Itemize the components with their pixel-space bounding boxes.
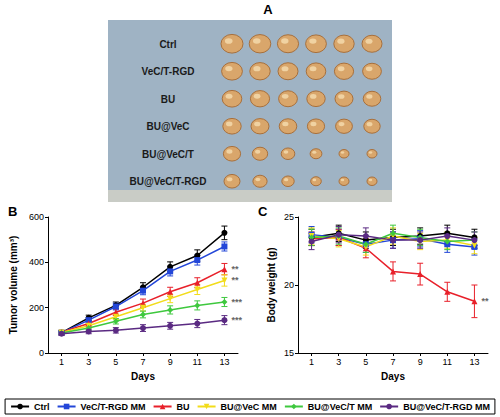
svg-text:11: 11	[443, 357, 452, 367]
svg-text:Ctrl: Ctrl	[34, 402, 50, 412]
svg-text:1: 1	[309, 357, 314, 367]
svg-text:11: 11	[193, 357, 202, 367]
svg-text:BU@VeC/T-RGD: BU@VeC/T-RGD	[130, 176, 207, 187]
svg-text:600: 600	[29, 212, 44, 222]
svg-text:3: 3	[336, 357, 341, 367]
svg-text:BU@VeC MM: BU@VeC MM	[221, 402, 277, 412]
svg-text:1: 1	[59, 357, 64, 367]
svg-text:Body weight (g): Body weight (g)	[266, 248, 277, 323]
svg-text:9: 9	[168, 357, 173, 367]
svg-text:**: **	[231, 275, 239, 285]
svg-text:13: 13	[469, 357, 479, 367]
svg-text:0: 0	[39, 348, 44, 358]
svg-text:13: 13	[219, 357, 229, 367]
svg-text:9: 9	[418, 357, 423, 367]
svg-text:VeC/T-RGD: VeC/T-RGD	[142, 66, 195, 77]
svg-text:20: 20	[284, 280, 294, 290]
svg-text:200: 200	[29, 303, 44, 313]
svg-text:Ctrl: Ctrl	[159, 39, 176, 50]
svg-text:BU@VeC/T: BU@VeC/T	[142, 149, 194, 160]
svg-text:Tumor volume (mm³): Tumor volume (mm³)	[8, 236, 19, 335]
svg-text:BU@VeC: BU@VeC	[146, 121, 189, 132]
svg-text:**: **	[231, 264, 239, 274]
svg-text:BU@VeC/T MM: BU@VeC/T MM	[308, 402, 372, 412]
svg-text:15: 15	[284, 348, 294, 358]
svg-text:VeC/T-RGD MM: VeC/T-RGD MM	[81, 402, 146, 412]
svg-text:BU: BU	[177, 402, 190, 412]
svg-text:3: 3	[86, 357, 91, 367]
svg-text:BU: BU	[161, 94, 175, 105]
svg-text:Days: Days	[381, 371, 405, 382]
svg-text:400: 400	[29, 257, 44, 267]
svg-text:BU@VeC/T-RGD MM: BU@VeC/T-RGD MM	[403, 402, 490, 412]
svg-text:7: 7	[390, 357, 395, 367]
svg-text:25: 25	[284, 212, 294, 222]
svg-text:5: 5	[363, 357, 368, 367]
svg-text:B: B	[8, 205, 17, 219]
svg-text:A: A	[263, 2, 273, 17]
svg-text:**: **	[481, 296, 489, 306]
svg-text:***: ***	[231, 297, 242, 307]
svg-text:Days: Days	[131, 371, 155, 382]
svg-text:C: C	[258, 205, 268, 219]
svg-text:***: ***	[231, 315, 242, 325]
svg-text:5: 5	[113, 357, 118, 367]
svg-text:7: 7	[140, 357, 145, 367]
